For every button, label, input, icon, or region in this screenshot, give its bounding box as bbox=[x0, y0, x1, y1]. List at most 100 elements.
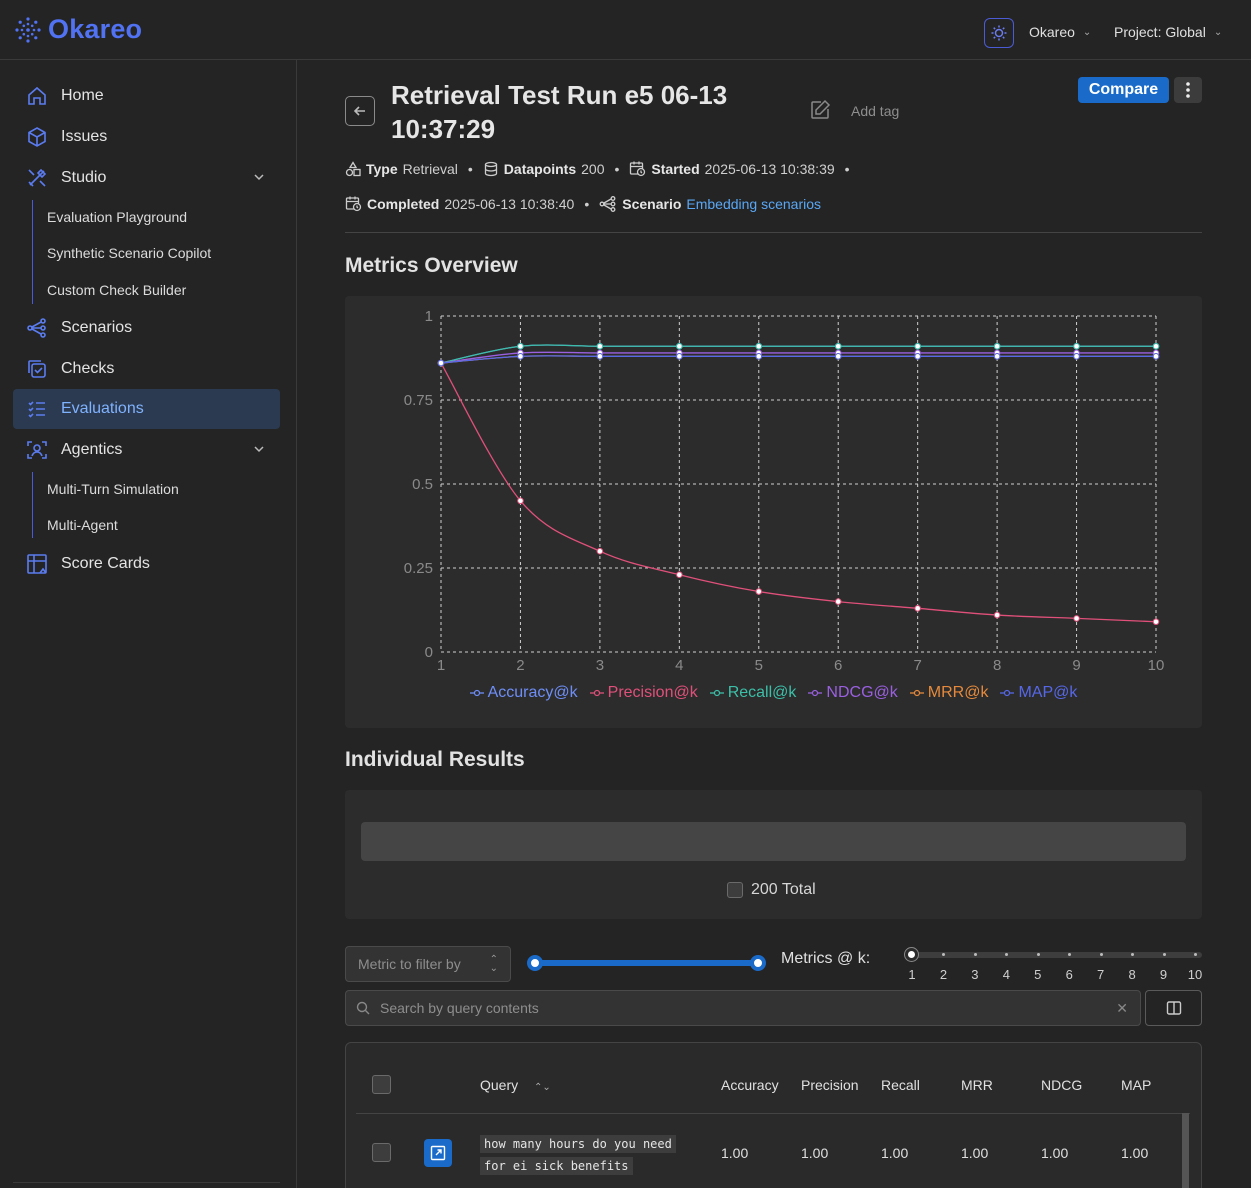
sidebar-subitem-custom-check-builder[interactable]: Custom Check Builder bbox=[47, 282, 187, 298]
page-title-line: Retrieval Test Run e5 06-13 bbox=[391, 80, 728, 110]
series-line-accuracy-at-k bbox=[440, 344, 1156, 364]
sidebar-item-evaluations[interactable]: Evaluations bbox=[13, 389, 280, 429]
k-slider-track[interactable] bbox=[912, 952, 1202, 958]
row-checkbox[interactable] bbox=[372, 1143, 391, 1162]
page-title-line: 10:37:29 bbox=[391, 114, 496, 144]
k-slider-tick-label: 5 bbox=[1034, 967, 1042, 982]
sidebar-subitem-synthetic-scenario-copilot[interactable]: Synthetic Scenario Copilot bbox=[47, 245, 212, 261]
metrics-overview-title: Metrics Overview bbox=[345, 254, 518, 277]
column-header-accuracy[interactable]: Accuracy bbox=[721, 1077, 779, 1093]
sidebar-subitem-multi-agent[interactable]: Multi-Agent bbox=[47, 517, 118, 533]
cell-mrr: 1.00 bbox=[961, 1145, 989, 1161]
total-filter[interactable]: 200 Total bbox=[727, 881, 816, 899]
chevron-down-icon[interactable] bbox=[252, 442, 266, 461]
sidebar-item-issues[interactable]: Issues bbox=[13, 117, 280, 157]
sidebar-item-home[interactable]: Home bbox=[13, 76, 280, 116]
k-slider-mark bbox=[1068, 953, 1072, 956]
y-tick-label: 0 bbox=[425, 644, 433, 661]
sidebar-item-agentics[interactable]: Agentics bbox=[13, 430, 280, 470]
y-tick-label: 1 bbox=[425, 308, 433, 325]
sort-icon[interactable]: ⌃⌄ bbox=[534, 1082, 551, 1093]
org-selector[interactable]: Okareo ⌄ bbox=[1029, 24, 1091, 40]
app-logo[interactable]: Okareo bbox=[14, 14, 142, 45]
column-header-recall[interactable]: Recall bbox=[881, 1077, 920, 1093]
column-header-label: Query bbox=[480, 1077, 519, 1093]
table-chart-icon bbox=[25, 552, 49, 576]
metric-filter-select[interactable]: Metric to filter by ⌃ ⌄ bbox=[345, 946, 511, 982]
range-min-handle[interactable] bbox=[527, 955, 543, 971]
legend-item[interactable]: MAP@k bbox=[1000, 684, 1077, 702]
x-tick-label: 8 bbox=[993, 657, 1001, 674]
data-point bbox=[834, 353, 842, 360]
sidebar-item-label: Home bbox=[61, 87, 104, 104]
column-header-mrr[interactable]: MRR bbox=[961, 1077, 993, 1093]
series-line-ndcg-at-k bbox=[440, 351, 1156, 364]
cell-accuracy: 1.00 bbox=[721, 1145, 749, 1161]
k-slider-mark bbox=[1005, 953, 1009, 956]
compare-button[interactable]: Compare bbox=[1078, 77, 1169, 103]
legend-item[interactable]: NDCG@k bbox=[808, 684, 898, 702]
sidebar-item-checks[interactable]: Checks bbox=[13, 349, 280, 389]
scenario-link[interactable]: Embedding scenarios bbox=[686, 195, 822, 212]
data-point bbox=[834, 342, 842, 350]
series-line-recall-at-k bbox=[440, 344, 1156, 364]
chevron-down-icon[interactable] bbox=[252, 170, 266, 189]
legend-item[interactable]: MRR@k bbox=[909, 684, 988, 702]
main-content: Retrieval Test Run e5 06-13 10:37:29 Add… bbox=[297, 60, 1251, 1188]
x-tick-label: 4 bbox=[675, 657, 683, 674]
theme-toggle-button[interactable] bbox=[984, 18, 1014, 48]
sidebar-subitem-evaluation-playground[interactable]: Evaluation Playground bbox=[47, 209, 188, 225]
legend-item[interactable]: Precision@k bbox=[589, 684, 698, 702]
sidebar-item-studio[interactable]: Studio bbox=[13, 158, 280, 198]
sidebar-item-score-cards[interactable]: Score Cards bbox=[13, 544, 280, 584]
app-name: Okareo bbox=[48, 14, 143, 44]
search-icon bbox=[356, 1001, 370, 1015]
table-scrollbar[interactable] bbox=[1182, 1113, 1189, 1188]
sidebar-subitem-multi-turn-simulation[interactable]: Multi-Turn Simulation bbox=[47, 481, 179, 497]
x-tick-label: 7 bbox=[913, 657, 921, 674]
meta-completed: Completed 2025-06-13 10:38:40 bbox=[345, 195, 574, 212]
range-max-handle[interactable] bbox=[750, 955, 766, 971]
edit-icon[interactable] bbox=[809, 99, 831, 126]
legend-item[interactable]: Recall@k bbox=[709, 684, 796, 702]
more-options-button[interactable] bbox=[1174, 77, 1202, 103]
meta-label: Scenario bbox=[622, 195, 682, 212]
k-slider-handle[interactable] bbox=[905, 948, 918, 961]
k-slider-tick-label: 9 bbox=[1159, 967, 1168, 982]
k-slider-tick-label: 4 bbox=[1002, 967, 1010, 982]
columns-toggle-button[interactable] bbox=[1145, 990, 1202, 1026]
column-header-precision[interactable]: Precision bbox=[801, 1077, 859, 1093]
clear-icon[interactable]: ✕ bbox=[1116, 1000, 1128, 1016]
back-button[interactable] bbox=[345, 96, 375, 126]
sidebar-item-label: Scenarios bbox=[61, 319, 133, 336]
column-header-map[interactable]: MAP bbox=[1121, 1077, 1152, 1093]
column-header-ndcg[interactable]: NDCG bbox=[1041, 1077, 1083, 1093]
meta-value: Retrieval bbox=[402, 160, 458, 177]
chevron-down-icon: ⌄ bbox=[1213, 26, 1223, 38]
open-row-button[interactable] bbox=[424, 1139, 452, 1167]
add-tag-button[interactable]: Add tag bbox=[851, 103, 900, 119]
x-tick-label: 2 bbox=[516, 657, 524, 674]
top-bar: Okareo Okareo ⌄ Project: Global ⌄ bbox=[0, 0, 1251, 60]
select-all-checkbox[interactable] bbox=[372, 1075, 391, 1094]
query-search-field[interactable]: Search by query contents ✕ bbox=[345, 990, 1141, 1026]
list-check-icon bbox=[25, 397, 49, 421]
meta-label: Datapoints bbox=[503, 160, 577, 177]
data-point bbox=[596, 547, 604, 555]
legend-item[interactable]: Accuracy@k bbox=[469, 684, 578, 702]
database-icon bbox=[484, 161, 497, 176]
arrow-left-icon bbox=[353, 106, 365, 116]
sidebar-item-scenarios[interactable]: Scenarios bbox=[13, 308, 280, 348]
project-selector[interactable]: Project: Global ⌄ bbox=[1114, 24, 1222, 40]
cell-map: 1.00 bbox=[1121, 1145, 1149, 1161]
total-checkbox[interactable] bbox=[727, 882, 743, 898]
column-header-query[interactable]: Query ⌃⌄ bbox=[480, 1077, 551, 1093]
k-slider-tick-label: 3 bbox=[971, 967, 979, 982]
data-point bbox=[1073, 353, 1080, 360]
metric-range-slider[interactable] bbox=[535, 960, 758, 966]
meta-scenario: Scenario Embedding scenarios bbox=[599, 196, 821, 212]
query-text: for ei sick benefits bbox=[480, 1157, 633, 1175]
home-icon bbox=[25, 84, 49, 108]
meta-started: Started 2025-06-13 10:38:39 bbox=[629, 160, 835, 177]
cell-recall: 1.00 bbox=[881, 1145, 909, 1161]
